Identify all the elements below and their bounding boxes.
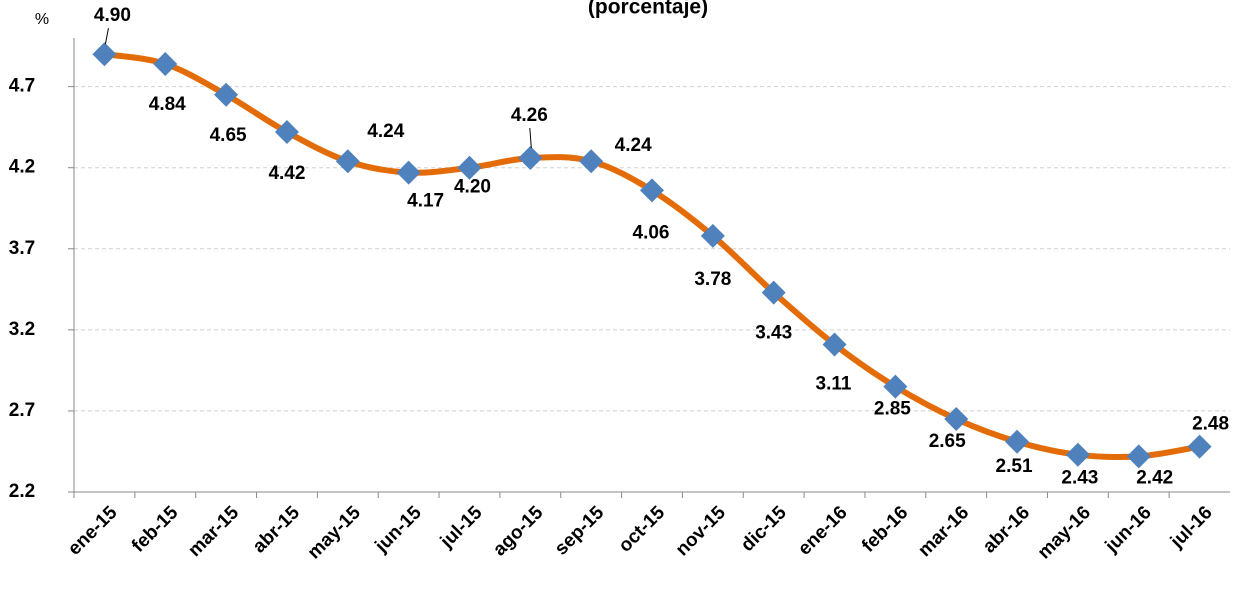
y-tick-label: 3.7	[9, 238, 35, 259]
x-tick-label: abr-16	[979, 502, 1034, 557]
data-label: 4.42	[268, 163, 305, 184]
marker	[640, 178, 664, 203]
data-label: 4.26	[511, 105, 548, 126]
x-tick-label: feb-15	[128, 502, 183, 557]
data-label: 4.90	[94, 5, 131, 26]
data-label: 3.11	[816, 373, 852, 394]
x-tick-label: may-16	[1034, 502, 1095, 563]
x-tick-label: nov-15	[672, 502, 730, 560]
y-tick-label: 2.2	[9, 481, 35, 502]
data-label: 4.84	[149, 94, 186, 115]
y-tick-label: 4.2	[9, 157, 35, 178]
line	[103, 51, 1201, 461]
x-tick-label: jul-16	[1166, 502, 1217, 553]
data-label: 2.48	[1192, 414, 1229, 435]
marker	[153, 51, 178, 76]
marker	[457, 155, 482, 180]
marker	[214, 82, 239, 107]
marker	[396, 160, 421, 185]
data-label: 4.65	[210, 125, 247, 146]
data-label: 4.17	[407, 191, 444, 212]
x-tick-label: oct-15	[615, 502, 670, 557]
x-tick-label: ago-15	[489, 502, 547, 560]
x-tick-label: mar-16	[914, 502, 973, 561]
marker	[579, 149, 604, 174]
y-tick-label: 3.2	[9, 319, 35, 340]
data-label: 2.43	[1061, 468, 1098, 489]
data-label: 4.24	[615, 135, 652, 156]
data-label: 4.20	[454, 177, 491, 198]
x-tick-label: ene-16	[794, 502, 851, 559]
x-tick-label: ene-15	[64, 502, 122, 560]
marker	[92, 42, 117, 67]
marker	[518, 145, 543, 170]
x-tick-label: jul-15	[436, 502, 487, 553]
marker	[1005, 429, 1030, 454]
marker	[883, 374, 908, 399]
marker	[1187, 434, 1212, 459]
data-label: 2.85	[874, 399, 911, 420]
x-tick-label: sep-15	[551, 502, 609, 560]
marker	[700, 223, 725, 248]
marker	[822, 332, 847, 357]
y-tick-label: 2.7	[9, 400, 35, 421]
marker	[761, 280, 786, 305]
x-tick-label: jun-15	[371, 502, 426, 557]
x-tick-label: jun-16	[1101, 502, 1156, 557]
x-tick-label: may-15	[304, 502, 365, 563]
marker	[1065, 442, 1090, 467]
x-tick-label: dic-15	[737, 502, 791, 556]
x-tick-label: mar-15	[184, 502, 243, 561]
data-label: 2.42	[1136, 467, 1173, 488]
x-tick-label: feb-16	[858, 502, 912, 556]
y-tick-label: 4.7	[9, 76, 35, 97]
data-label: 2.51	[996, 456, 1033, 477]
leader-line	[529, 127, 532, 149]
data-label: 2.65	[929, 431, 966, 452]
marker	[1126, 444, 1151, 469]
data-label: 3.43	[755, 323, 792, 344]
data-label: 4.24	[367, 121, 404, 142]
leader-line	[104, 28, 109, 45]
marker	[274, 120, 299, 145]
data-label: 4.06	[633, 222, 670, 243]
y-axis-label: %	[35, 11, 49, 28]
data-label: 3.78	[694, 269, 731, 290]
x-tick-label: abr-15	[249, 502, 304, 557]
marker	[944, 407, 969, 432]
chart-title: (porcentaje)	[588, 0, 708, 19]
marker	[335, 149, 360, 174]
